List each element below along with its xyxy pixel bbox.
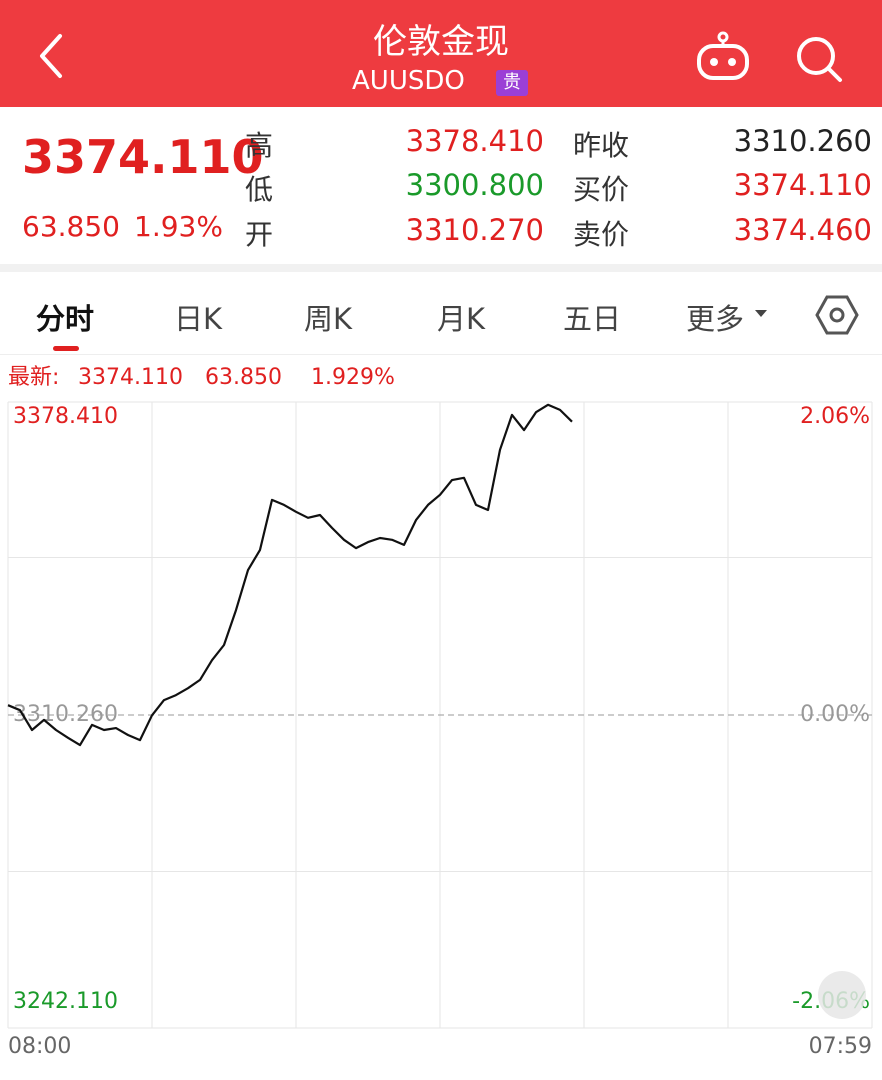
field-label: 低: [245, 173, 274, 206]
field-label: 卖价: [573, 218, 630, 251]
field-value: 3310.270: [405, 213, 544, 247]
settings-button[interactable]: [815, 294, 859, 336]
fullscreen-button[interactable]: [818, 971, 866, 1019]
symbol: AUUSDO: [352, 66, 465, 96]
robot-button[interactable]: [694, 30, 752, 82]
info-change-pct: 1.929%: [311, 365, 395, 390]
x-tick-label: 07:59: [809, 1034, 872, 1059]
y2-tick-label: 0.00%: [800, 702, 870, 727]
back-button[interactable]: [30, 30, 70, 82]
price-line: [7, 403, 573, 747]
search-button[interactable]: [794, 34, 844, 84]
y-tick-label: 3242.110: [13, 989, 118, 1014]
y-tick-label: 3378.410: [13, 404, 118, 429]
field-label: 昨收: [573, 129, 630, 162]
x-tick-label: 08:00: [8, 1034, 71, 1059]
info-label: 最新:: [8, 365, 59, 390]
dropdown-arrow: [755, 310, 767, 317]
info-change: 63.850: [205, 365, 282, 390]
field-label: 开: [245, 218, 274, 251]
change: 63.850: [22, 210, 120, 243]
title: 伦敦金现: [373, 22, 509, 62]
badge: 贵: [496, 70, 528, 96]
tab[interactable]: 月K: [437, 302, 486, 336]
y2-tick-label: 2.06%: [800, 404, 870, 429]
header: 伦敦金现 AUUSDO 贵: [0, 0, 882, 107]
y-tick-label: 3310.260: [13, 702, 118, 727]
field-value: 3374.110: [733, 168, 872, 202]
tab[interactable]: 更多: [686, 302, 745, 336]
field-value: 3378.410: [405, 124, 544, 158]
field-label: 买价: [573, 173, 630, 206]
tab[interactable]: 日K: [174, 302, 223, 336]
field-value: 3310.260: [733, 124, 872, 158]
tab[interactable]: 五日: [563, 302, 622, 336]
chart: 最新: 3374.110 63.850 1.929% 3378.410 3310.…: [7, 365, 873, 1059]
field-label: 高: [245, 129, 274, 162]
tab[interactable]: 周K: [304, 302, 353, 336]
price: 3374.110: [22, 130, 264, 184]
tab[interactable]: 分时: [36, 302, 95, 336]
field-value: 3374.460: [733, 213, 872, 247]
tab-indicator: [53, 346, 79, 351]
separator: [0, 264, 882, 272]
field-value: 3300.800: [405, 168, 544, 202]
change-pct: 1.93%: [134, 210, 223, 243]
divider: [0, 354, 882, 355]
info-price: 3374.110: [78, 365, 183, 390]
